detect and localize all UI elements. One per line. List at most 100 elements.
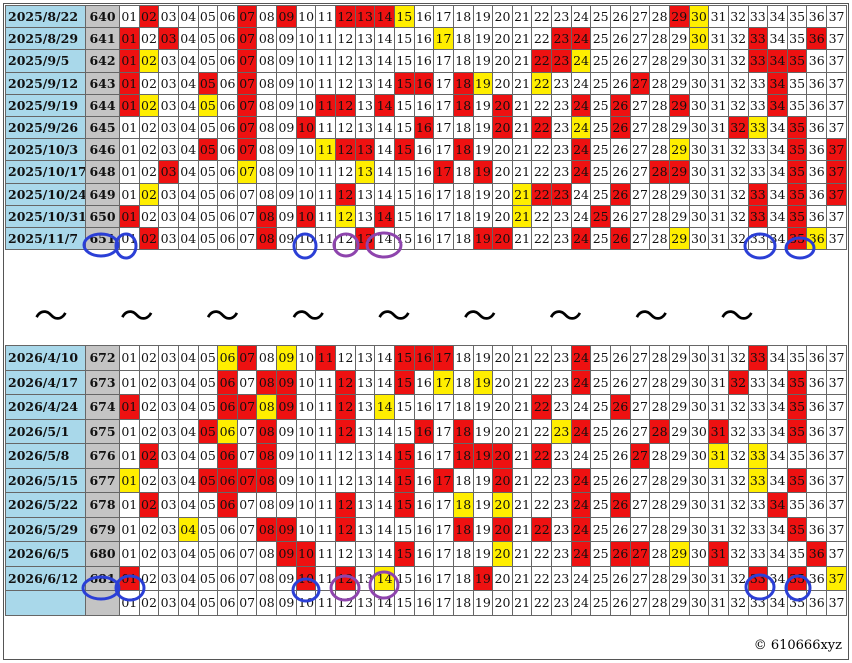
number-cell: 08 [256,49,278,73]
number-cell: 22 [531,492,553,518]
number-cell: 07 [236,71,258,95]
number-cell: 35 [786,204,808,228]
number-cell: 06 [217,394,238,420]
number-cell: 11 [315,345,337,371]
number-cell: 02 [138,71,160,95]
number-cell: 28 [649,369,670,395]
number-cell: 35 [786,226,808,251]
number-cell: 27 [629,182,651,206]
number-cell: 32 [727,345,749,371]
number-cell: 27 [629,394,651,420]
number-cell: 12 [335,138,356,162]
number-cell: 10 [295,345,317,371]
number-cell: 08 [256,492,278,518]
number-cell: 05 [197,49,219,73]
number-cell: 04 [177,345,199,371]
number-cell: 37 [826,394,847,420]
number-cell: 35 [786,4,808,29]
number-cell: 09 [276,226,297,251]
number-cell: 25 [590,4,612,29]
number-cell: 14 [374,590,395,616]
number-cell: 23 [551,93,572,117]
number-cell: 34 [767,418,788,444]
number-cell: 36 [806,138,828,162]
number-cell: 24 [570,204,592,228]
number-cell: 21 [511,492,533,518]
number-cell: 21 [511,418,533,444]
number-cell: 11 [315,467,337,493]
number-cell: 11 [315,71,337,95]
number-cell: 35 [786,182,808,206]
number-cell: 11 [315,138,337,162]
number-cell: 21 [511,182,533,206]
number-cell: 32 [727,71,749,95]
number-cell: 10 [295,394,317,420]
number-cell: 14 [374,49,395,73]
number-cell: 15 [393,492,415,518]
date-cell: 2026/5/8 [5,443,86,469]
footer: © 610666xyz [753,638,842,653]
number-cell: 06 [217,182,238,206]
number-cell: 09 [276,492,297,518]
number-cell: 12 [335,541,356,567]
number-cell: 06 [217,565,238,591]
number-cell: 18 [452,369,474,395]
number-cell: 20 [492,369,513,395]
number-cell: 27 [629,4,651,29]
number-cell: 27 [629,369,651,395]
number-cell: 07 [236,182,258,206]
number-cell: 37 [826,590,847,616]
number-cell: 33 [747,345,769,371]
number-cell: 08 [256,138,278,162]
number-cell: 16 [413,443,435,469]
number-cell: 37 [826,160,847,184]
number-cell: 33 [747,443,769,469]
date-cell: 2025/9/5 [5,49,86,73]
number-cell: 14 [374,93,395,117]
number-cell: 37 [826,345,847,371]
number-cell: 06 [217,541,238,567]
number-cell: 34 [767,516,788,542]
bottom-table: 2026/4/10 672 01 02 03 04 05 06 07 08 09 10 11 12 13 14… [5,345,847,616]
number-cell: 05 [197,590,219,616]
number-cell: 28 [649,138,670,162]
number-cell: 18 [452,541,474,567]
number-cell: 09 [276,590,297,616]
number-cell: 21 [511,541,533,567]
number-cell: 34 [767,71,788,95]
number-cell: 31 [708,516,729,542]
number-cell: 08 [256,160,278,184]
number-cell: 34 [767,590,788,616]
number-cell: 21 [511,394,533,420]
number-cell: 10 [295,467,317,493]
number-cell: 03 [158,418,179,444]
number-cell: 23 [551,27,572,51]
row: 2025/10/31 650 01 02 03 04 05 06 07 08 09 10 11 12 13 1… [5,204,847,228]
date-cell: 2025/10/31 [5,204,86,228]
number-cell: 23 [551,394,572,420]
number-cell: 34 [767,49,788,73]
number-cell: 01 [119,160,140,184]
number-cell: 12 [335,394,356,420]
number-cell: 35 [786,467,808,493]
number-cell: 23 [551,541,572,567]
number-cell: 29 [668,369,690,395]
number-cell: 04 [177,565,199,591]
number-cell: 33 [747,565,769,591]
number-cell: 01 [119,93,140,117]
number-cell: 05 [197,369,219,395]
number-cell: 20 [492,93,513,117]
number-cell: 04 [177,115,199,140]
number-cell: 03 [158,182,179,206]
number-cell: 12 [335,590,356,616]
number-cell: 27 [629,115,651,140]
number-cell: 18 [452,590,474,616]
number-cell: 26 [610,49,631,73]
number-cell: 20 [492,226,513,251]
date-cell: 2025/10/3 [5,138,86,162]
number-cell: 30 [688,443,710,469]
number-cell: 30 [688,182,710,206]
number-cell: 05 [197,138,219,162]
number-cell: 30 [688,27,710,51]
number-cell: 07 [236,138,258,162]
